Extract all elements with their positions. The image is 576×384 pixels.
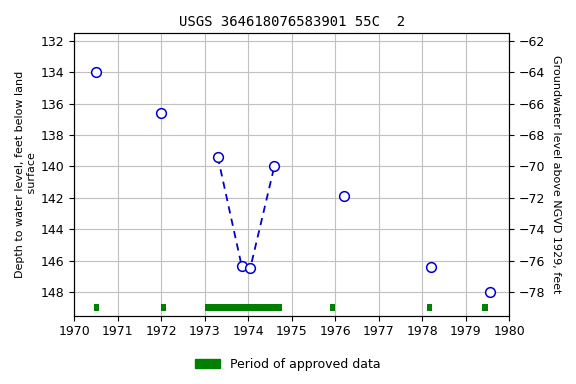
Y-axis label: Depth to water level, feet below land
 surface: Depth to water level, feet below land su… — [15, 71, 37, 278]
Bar — [482, 304, 488, 311]
Bar — [161, 304, 166, 311]
Bar — [204, 304, 282, 311]
Legend: Period of approved data: Period of approved data — [190, 353, 386, 376]
Y-axis label: Groundwater level above NGVD 1929, feet: Groundwater level above NGVD 1929, feet — [551, 55, 561, 293]
Title: USGS 364618076583901 55C  2: USGS 364618076583901 55C 2 — [179, 15, 405, 29]
Bar — [94, 304, 100, 311]
Bar — [330, 304, 335, 311]
Bar — [427, 304, 432, 311]
